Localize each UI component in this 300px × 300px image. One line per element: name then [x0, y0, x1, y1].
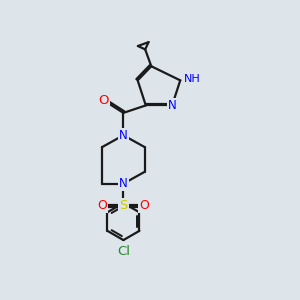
Text: N: N	[119, 129, 128, 142]
Text: S: S	[119, 199, 128, 212]
Text: N: N	[168, 99, 176, 112]
Text: NH: NH	[184, 74, 201, 84]
Text: Cl: Cl	[117, 245, 130, 258]
Text: N: N	[119, 177, 128, 190]
Text: O: O	[140, 199, 149, 212]
Text: O: O	[98, 199, 107, 212]
Text: O: O	[99, 94, 109, 107]
